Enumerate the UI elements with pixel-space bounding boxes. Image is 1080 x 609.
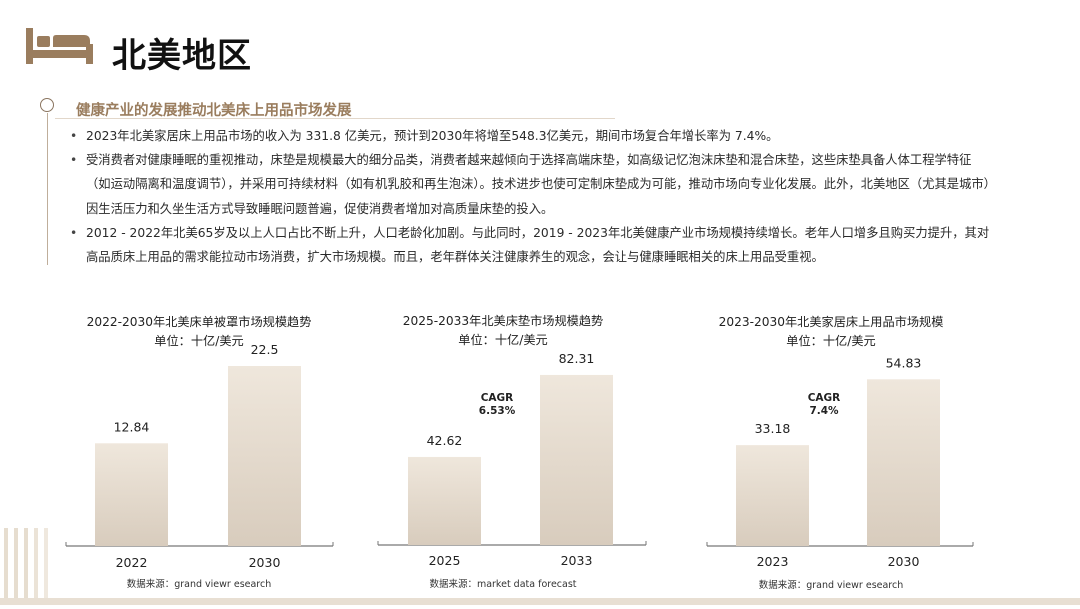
chart-3-bar-2023 [736, 445, 809, 546]
section-divider [55, 118, 615, 119]
chart-3-unit: 单位：十亿/美元 [786, 333, 875, 348]
bullet-item-2: 受消费者对健康睡眠的重视推动，床垫是规模最大的细分品类，消费者越来越倾向于选择高… [70, 148, 995, 221]
chart-3-category-2030: 2030 [888, 554, 920, 569]
chart-1-unit: 单位：十亿/美元 [154, 333, 243, 348]
chart-1-bar-2030 [228, 366, 301, 546]
chart-2-cagr-label: CAGR [481, 392, 514, 404]
chart-2-source: 数据来源：market data forecast [429, 578, 576, 590]
chart-2-title: 2025-2033年北美床垫市场规模趋势 [403, 313, 604, 328]
chart-1-data-label-2030: 22.5 [251, 342, 279, 357]
chart-1-source: 数据来源：grand viewr esearch [127, 578, 272, 590]
chart-1-category-2030: 2030 [249, 555, 281, 570]
chart-3-category-2023: 2023 [757, 554, 789, 569]
chart-2-cagr-value: 6.53% [479, 405, 516, 417]
chart-2-category-2025: 2025 [429, 553, 461, 568]
bullet-item-3: 2012 - 2022年北美65岁及以上人口占比不断上升，人口老龄化加剧。与此同… [70, 221, 995, 269]
chart-1-data-label-2022: 12.84 [114, 419, 150, 434]
chart-2-unit: 单位：十亿/美元 [458, 332, 547, 347]
bed-icon [24, 22, 96, 72]
decorative-stripes [0, 528, 70, 609]
chart-3-source: 数据来源：grand viewr esearch [759, 579, 904, 591]
section-title: 健康产业的发展推动北美床上用品市场发展 [76, 103, 352, 119]
bottom-band [0, 598, 1080, 605]
chart-3-data-label-2023: 33.18 [755, 421, 791, 436]
chart-1-title: 2022-2030年北美床单被罩市场规模趋势 [87, 314, 312, 329]
chart-3-title: 2023-2030年北美家居床上用品市场规模 [719, 314, 944, 329]
timeline-line [47, 113, 48, 265]
bullet-item-1: 2023年北美家居床上用品市场的收入为 331.8 亿美元，预计到2030年将增… [70, 124, 995, 148]
chart-3-cagr-value: 7.4% [809, 405, 839, 417]
chart-2-category-2033: 2033 [561, 553, 593, 568]
chart-2-bar-2033 [540, 374, 613, 545]
page-title: 北美地区 [112, 36, 252, 76]
chart-2-data-label-2033: 82.31 [559, 351, 595, 366]
chart-1-category-2022: 2022 [116, 555, 148, 570]
chart-2-data-label-2025: 42.62 [427, 433, 463, 448]
chart-1-bar-2022 [95, 443, 168, 546]
chart-2-bar-2025 [408, 456, 481, 545]
chart-3-data-label-2030: 54.83 [886, 355, 922, 370]
section-marker [40, 98, 54, 112]
chart-3-cagr-label: CAGR [808, 392, 841, 404]
chart-3-bar-2030 [867, 379, 940, 546]
bullet-list: 2023年北美家居床上用品市场的收入为 331.8 亿美元，预计到2030年将增… [70, 124, 995, 269]
